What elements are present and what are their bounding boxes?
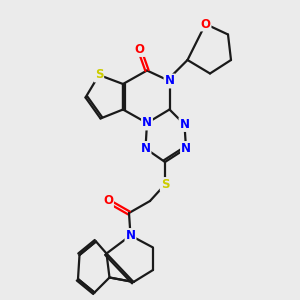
Text: N: N [140,142,151,155]
Text: O: O [200,17,211,31]
Text: N: N [142,116,152,130]
Text: S: S [161,178,169,191]
Text: N: N [125,229,136,242]
Text: S: S [95,68,103,82]
Text: N: N [164,74,175,88]
Text: O: O [103,194,113,208]
Text: N: N [181,142,191,155]
Text: N: N [179,118,190,131]
Text: O: O [134,43,145,56]
